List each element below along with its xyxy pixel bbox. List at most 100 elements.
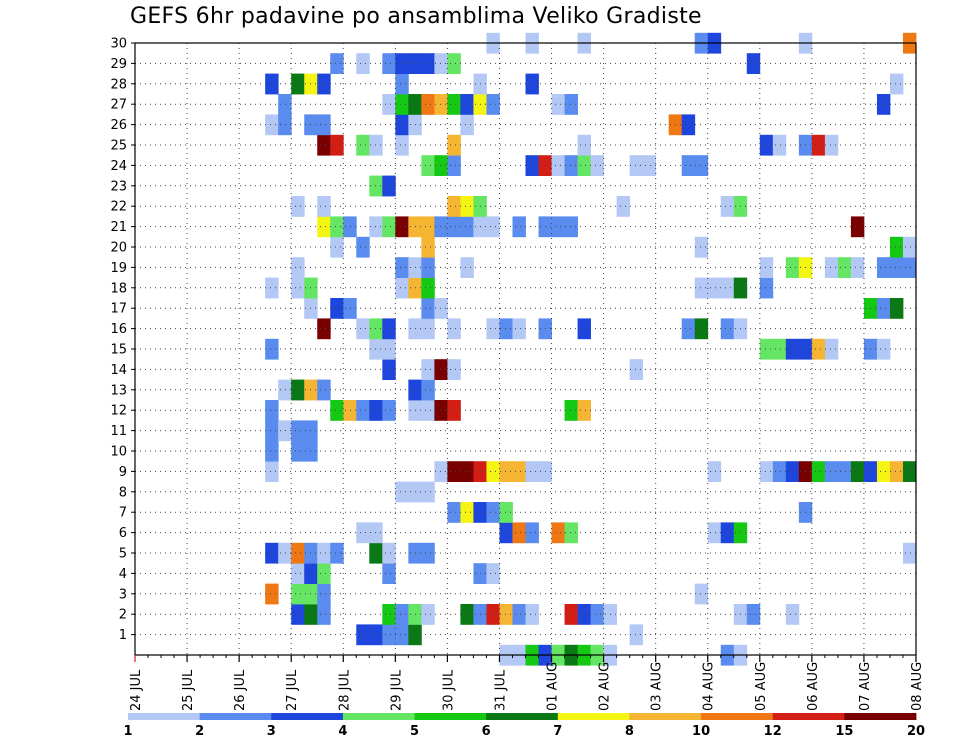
heatmap-cell (590, 155, 604, 176)
y-tick-label: 17 (110, 302, 127, 317)
heatmap-cell (564, 400, 578, 421)
heatmap-cell (694, 318, 709, 340)
heatmap-cell (499, 502, 513, 523)
heatmap-cell (317, 318, 331, 340)
heatmap-cell (694, 155, 709, 176)
x-tick-label: 06 AUG (806, 662, 821, 711)
x-axis-ticks: 24 JUL 25 JUL 26 JUL 27 JUL 28 JUL 29 JUL 30 J… (129, 655, 925, 711)
heatmap-cell (499, 318, 513, 340)
heatmap-cell (850, 461, 865, 482)
heatmap-cell (460, 257, 474, 278)
heatmap-cell (902, 461, 917, 482)
heatmap-cell (824, 257, 839, 278)
heatmap-cell (369, 318, 383, 340)
heatmap-cell (889, 257, 904, 278)
heatmap-cell (369, 624, 383, 646)
x-tick-label: 25 JUL (181, 669, 196, 711)
heatmap-cell (785, 257, 800, 278)
colorbar-label: 12 (764, 724, 782, 739)
heatmap-cell (889, 73, 904, 95)
heatmap-cell (395, 216, 409, 238)
heatmap-cell (330, 216, 344, 238)
heatmap-cell (564, 155, 578, 176)
heatmap-cell (460, 502, 474, 523)
y-tick-label: 7 (119, 506, 127, 521)
heatmap-cell (460, 114, 474, 136)
y-tick-label: 5 (119, 547, 127, 562)
y-axis-ticks: 1234567891011121314151617181920212223242… (110, 37, 135, 643)
heatmap-cell (356, 53, 370, 74)
heatmap-cell (746, 53, 761, 74)
y-tick-label: 13 (110, 383, 127, 398)
heatmap-cell (564, 216, 578, 238)
heatmap-cell (460, 94, 474, 115)
heatmap-cell (707, 461, 722, 482)
heatmap-cell (265, 73, 279, 95)
heatmap-cell (291, 420, 305, 442)
heatmap-cell (460, 216, 474, 238)
heatmap-cell (395, 277, 409, 299)
heatmap-cell (421, 604, 435, 625)
heatmap-cell (811, 338, 826, 360)
heatmap-cell (421, 481, 435, 503)
heatmap-cell (876, 94, 891, 115)
y-tick-label: 29 (110, 57, 127, 72)
heatmap-cell (824, 461, 839, 482)
heatmap-cell (265, 400, 279, 421)
heatmap-cell (707, 522, 722, 544)
heatmap-cell (837, 257, 852, 278)
heatmap-cell (811, 461, 826, 482)
heatmap-cell (577, 604, 591, 625)
heatmap-cell (291, 563, 305, 584)
heatmap-cell (707, 277, 722, 299)
y-tick-label: 2 (119, 608, 127, 623)
heatmap-cell (512, 522, 526, 544)
heatmap-cell (330, 53, 344, 74)
heatmap-cell (382, 175, 396, 197)
colorbar-label: 3 (267, 724, 276, 739)
colorbar-swatch (844, 713, 917, 720)
heatmap-cell (850, 257, 865, 278)
x-tick-label: 08 AUG (910, 662, 925, 711)
heatmap-cell (902, 542, 917, 564)
colorbar-label: 7 (553, 724, 562, 739)
heatmap-cell (447, 155, 461, 176)
heatmap-cell (486, 461, 500, 482)
heatmap-cell (382, 318, 396, 340)
y-tick-label: 6 (119, 526, 127, 541)
colorbar-swatch (629, 713, 702, 720)
y-tick-label: 22 (110, 200, 127, 215)
heatmap-cell (486, 94, 500, 115)
heatmap-cell (382, 216, 396, 238)
heatmap-cell (447, 196, 461, 217)
heatmap-cell (434, 53, 448, 74)
colorbar-label: 6 (482, 724, 491, 739)
colorbar-label: 20 (907, 724, 925, 739)
heatmap-cell (746, 604, 761, 625)
heatmap-cell (772, 338, 787, 360)
heatmap-cell (564, 94, 578, 115)
heatmap-cell (395, 481, 409, 503)
heatmap-cell (486, 216, 500, 238)
heatmap-cell (382, 400, 396, 421)
x-tick-label: 29 JUL (389, 669, 404, 711)
x-tick-label: 30 JUL (441, 669, 456, 711)
heatmap-cell (395, 114, 409, 136)
heatmap-cell (447, 400, 461, 421)
heatmap-cell (356, 134, 370, 156)
heatmap-cell (421, 236, 435, 258)
heatmap-cell (265, 338, 279, 360)
colorbar-swatch (772, 713, 845, 720)
heatmap-cell (317, 604, 331, 625)
heatmap-cell (447, 53, 461, 74)
heatmap-cell (499, 461, 513, 482)
x-tick-label: 03 AUG (650, 662, 665, 711)
heatmap-cell (382, 563, 396, 584)
x-tick-label: 05 AUG (754, 662, 769, 711)
heatmap-cell (434, 155, 448, 176)
heatmap-cell (759, 277, 774, 299)
heatmap-cell (317, 73, 331, 95)
heatmap-cell (421, 277, 435, 299)
heatmap-cell (278, 114, 292, 136)
